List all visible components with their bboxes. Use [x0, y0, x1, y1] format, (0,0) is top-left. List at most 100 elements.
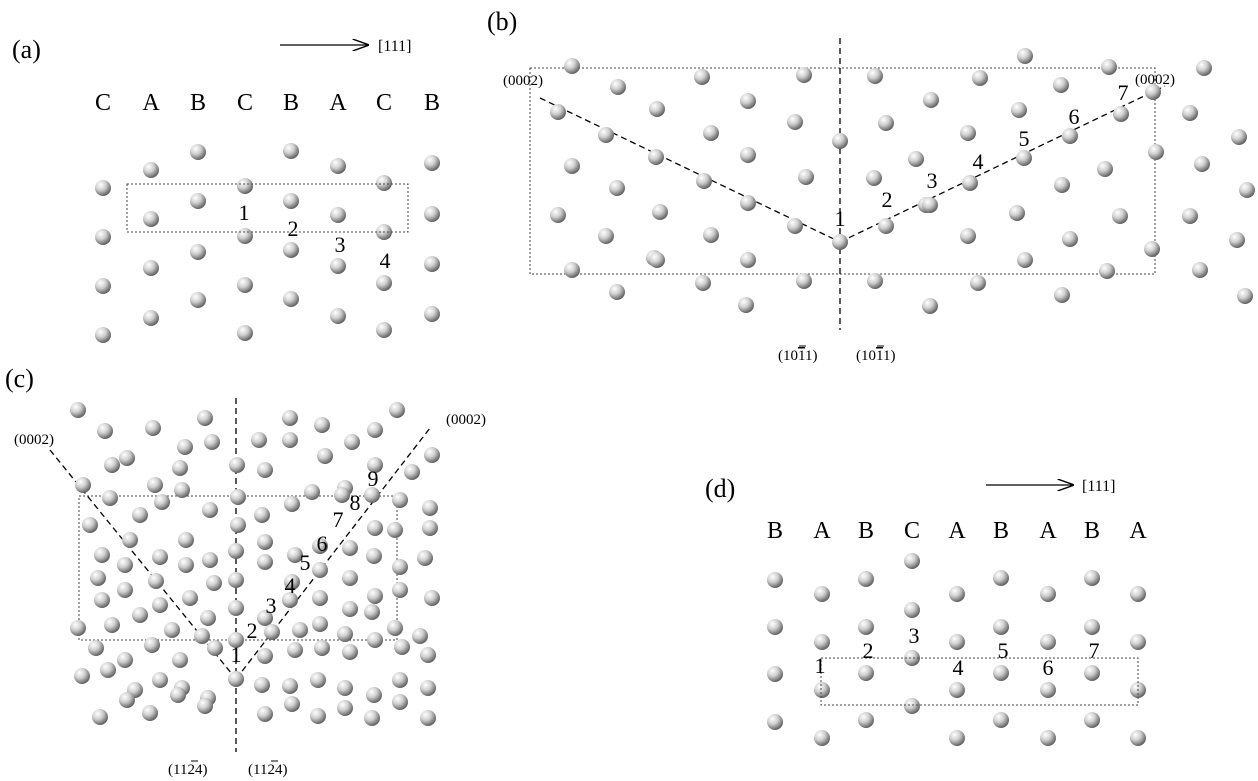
- panel-b-atom: [1062, 128, 1078, 144]
- panel-b-atom: [648, 149, 664, 165]
- panel-d: (d) [111] B A B C A B A B A 1 2 3 4 5 6 7: [705, 474, 1147, 746]
- panel-c-atom: [417, 550, 433, 566]
- panel-c-atom: [282, 592, 298, 608]
- panel-c-atom: [337, 680, 353, 696]
- panel-c-atom: [230, 489, 246, 505]
- panel-b-atom: [564, 158, 580, 174]
- panel-d-atom: [949, 634, 965, 650]
- panel-c-atom: [206, 575, 222, 591]
- panel-c-atom: [230, 517, 246, 533]
- panel-c-atom: [342, 540, 358, 556]
- panel-d-marker-2: 2: [863, 638, 874, 663]
- panel-c-atom: [366, 687, 382, 703]
- panel-c-atom: [142, 705, 158, 721]
- panel-b-atom: [649, 252, 665, 268]
- panel-d-stack-letter-2: A: [813, 518, 831, 544]
- panel-c-atom: [334, 487, 350, 503]
- panel-a-atom: [237, 228, 253, 244]
- panel-d-atom: [767, 572, 783, 588]
- panel-b-atom: [740, 147, 756, 163]
- panel-d-atom: [767, 619, 783, 635]
- panel-d-marker-7: 7: [1089, 638, 1100, 663]
- panel-a-atom: [424, 256, 440, 272]
- panel-b-atom: [740, 195, 756, 211]
- panel-b-atom: [1194, 156, 1210, 172]
- panel-a-stack-letter-2: A: [142, 90, 160, 116]
- panel-d-atom: [814, 730, 830, 746]
- panel-a-stack-letter-5: B: [283, 90, 299, 116]
- panel-b-atom: [798, 169, 814, 185]
- panel-b: (b) (0002) (0002) (1011) (1011) 1 2 3 4 5 6 7: [487, 7, 1255, 364]
- panel-a-atom: [95, 278, 111, 294]
- panel-b-atom: [1009, 205, 1025, 221]
- panel-d-marker-4: 4: [953, 655, 964, 680]
- panel-c-atom: [420, 710, 436, 726]
- panel-a-atom: [143, 260, 159, 276]
- panel-b-atom: [787, 114, 803, 130]
- panel-c-atom: [97, 423, 113, 439]
- panel-c-atom: [117, 557, 133, 573]
- panel-a: (a) [111] C A B C B A C B 1 2 3 4: [12, 35, 440, 343]
- panel-b-atom: [1053, 77, 1069, 93]
- panel-d-atom: [993, 712, 1009, 728]
- panel-c-atom: [312, 562, 328, 578]
- panel-b-atom: [1017, 48, 1033, 64]
- panel-d-atom: [1084, 570, 1100, 586]
- panel-c-atom: [392, 672, 408, 688]
- panel-c-atom: [75, 477, 91, 493]
- panel-c-atom: [228, 543, 244, 559]
- panel-c-marker-5: 5: [300, 550, 311, 575]
- panel-a-atom: [424, 206, 440, 222]
- panel-c-atom: [228, 572, 244, 588]
- panel-c-atom: [178, 532, 194, 548]
- panel-c-atom: [94, 547, 110, 563]
- panel-b-atom: [610, 79, 626, 95]
- panel-c-atom: [254, 677, 270, 693]
- panel-b-atom: [1017, 252, 1033, 268]
- panel-a-atom: [283, 242, 299, 258]
- panel-c-atom: [282, 678, 298, 694]
- panel-b-atom: [1148, 144, 1164, 160]
- panel-a-atom: [330, 258, 346, 274]
- panel-b-marker-5: 5: [1019, 126, 1030, 151]
- panel-c-atom: [254, 507, 270, 523]
- panel-c-atom: [90, 570, 106, 586]
- panel-d-twin-box: [820, 657, 1139, 706]
- panel-a-stack-letter-3: B: [190, 90, 206, 116]
- panel-d-atom: [904, 698, 920, 714]
- panel-c-atom: [202, 552, 218, 568]
- panel-b-atom: [962, 175, 978, 191]
- panel-b-atom: [832, 234, 848, 250]
- panel-a-atom: [376, 175, 392, 191]
- panel-c-atom: [257, 534, 273, 550]
- panel-d-stack-letter-3: B: [858, 518, 874, 544]
- panel-a-direction-label: [111]: [378, 38, 411, 55]
- panel-c-marker-3: 3: [266, 593, 277, 618]
- panel-c-marker-6: 6: [317, 531, 328, 556]
- panel-c-atom: [117, 582, 133, 598]
- panel-b-atoms: [550, 48, 1255, 314]
- panel-d-atom: [814, 634, 830, 650]
- panel-a-atom: [190, 292, 206, 308]
- panel-c-atom: [264, 624, 280, 640]
- panel-c-atom: [337, 700, 353, 716]
- panel-c-atoms: [70, 402, 440, 726]
- panel-c-atom: [394, 639, 410, 655]
- panel-b-atom: [1182, 208, 1198, 224]
- panel-c-atom: [154, 494, 170, 510]
- panel-b-atom: [550, 104, 566, 120]
- panel-d-atom: [1130, 634, 1146, 650]
- panel-c-marker-7: 7: [333, 507, 344, 532]
- panel-c-atom: [200, 610, 216, 626]
- panel-c-atom: [257, 554, 273, 570]
- panel-c-atom: [132, 607, 148, 623]
- panel-d-atom: [993, 665, 1009, 681]
- panel-a-atom: [190, 144, 206, 160]
- panel-b-atom: [564, 58, 580, 74]
- panel-b-atom: [1196, 60, 1212, 76]
- panel-d-direction-label: [111]: [1082, 478, 1115, 495]
- panel-c-atom: [182, 590, 198, 606]
- panel-c-atom: [364, 487, 380, 503]
- panel-c-atom: [170, 687, 186, 703]
